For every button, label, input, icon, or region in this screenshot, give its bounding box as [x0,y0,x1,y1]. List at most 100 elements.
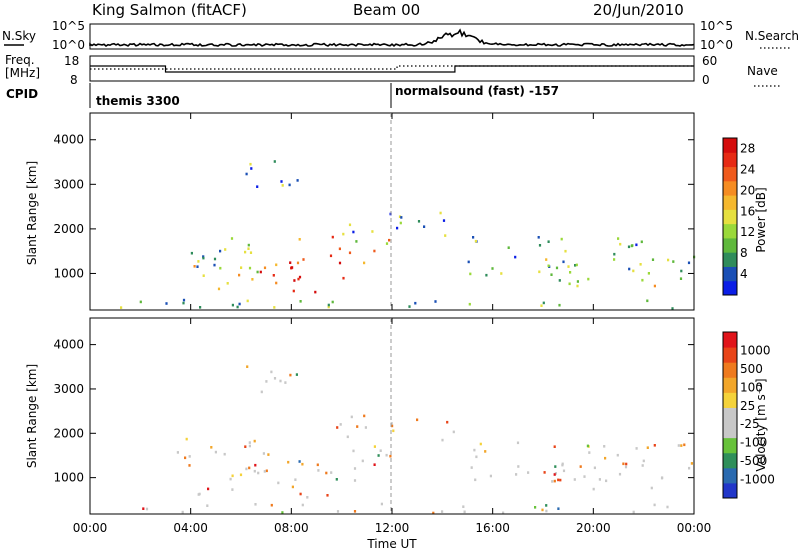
range-gate-cell [558,303,561,307]
range-gate-cell [683,443,686,447]
range-gate-cell [289,373,292,377]
range-gate-cell [213,257,217,261]
range-gate-cell [641,278,644,282]
range-gate-cell [281,184,284,187]
colorbar-tick-label: 16 [740,204,755,218]
range-gate-cell [210,446,213,449]
date-title: 20/Jun/2010 [593,1,684,19]
range-gate-cell [592,487,595,491]
colorbar-tick-label: 8 [740,246,748,260]
range-gate-cell [373,463,376,466]
range-gate-cell [338,261,342,265]
range-gate-cell [489,474,492,478]
x-axis-label: Time UT [366,537,417,551]
range-gate-cell [385,242,389,245]
range-gate-cell [462,505,465,508]
range-gate-cell [388,238,391,242]
range-gate-cell [545,509,548,513]
colorbar-tick-label: 1000 [740,343,771,357]
range-gate-cell [289,261,292,264]
range-gate-cell [348,251,352,255]
range-gate-cell [331,235,334,239]
range-gate-cell [263,470,266,473]
colorbar-swatch [723,180,737,196]
range-gate-cell [275,263,278,267]
range-gate-cell [339,423,342,426]
range-gate-cell [335,478,338,481]
colorbar-swatch [723,422,737,439]
range-gate-cell [680,269,683,273]
range-gate-cell [331,300,334,304]
range-gate-cell [190,251,193,255]
range-gate-cell [624,465,628,469]
x-tick-label: 08:00 [274,521,309,535]
range-gate-cell [588,451,591,454]
range-gate-cell [408,305,411,308]
range-gate-cell [554,472,557,475]
range-gate-cell [688,466,691,470]
velocity-ylabel: Slant Range [km] [25,364,39,468]
range-gate-cell [270,503,273,507]
range-gate-cell [259,270,262,274]
range-gate-cell [275,281,278,285]
range-gate-cell [474,478,477,482]
range-gate-cell [249,162,252,166]
y-tick-label: 1000 [53,471,84,485]
range-gate-cell [679,277,683,280]
range-gate-cell [514,255,517,259]
range-gate-cell [547,264,550,268]
range-gate-cell [517,465,520,468]
x-tick-label: 00:00 [73,521,108,535]
range-gate-cell [298,275,302,279]
range-gate-cell [442,219,446,222]
range-gate-cell [554,465,557,468]
velocity-panel: 1000 2000 3000 4000 Slant Range [km] 1000 50… [25,317,775,515]
y-tick-label: 2000 [53,426,84,440]
colorbar-tick-label: -25 [740,417,760,431]
x-tick-label: 04:00 [173,521,208,535]
range-gate-cell [604,456,607,460]
range-gate-cell [230,237,234,240]
range-gate-cell [214,450,217,454]
freq-unit: [MHz] [5,66,40,80]
range-gate-cell [248,441,251,444]
range-gate-cell [467,260,470,264]
range-gate-cell [553,445,556,448]
range-gate-cell [213,263,216,267]
range-gate-cell [217,287,221,291]
colorbar-swatch [723,138,737,153]
range-gate-cell [199,306,202,309]
range-gate-cell [371,230,374,233]
colorbar-swatch [723,347,737,363]
range-gate-cell [142,507,145,510]
range-gate-cell [391,424,394,428]
range-gate-cell [254,463,257,467]
freq-tick-bottom: 8 [70,73,78,87]
colorbar-swatch [723,237,737,253]
range-gate-cell [363,414,366,418]
range-gate-cell [265,469,268,473]
range-gate-cell [256,270,259,274]
range-gate-cell [353,467,357,470]
beam-title: Beam 00 [353,1,420,19]
radar-title: King Salmon (fitACF) [92,1,247,19]
range-gate-cell [423,225,426,228]
range-gate-cell [502,511,505,515]
colorbar-swatch [723,392,737,408]
colorbar-tick-label: 500 [740,362,763,376]
range-gate-cell [661,476,664,479]
range-gate-cell [567,265,570,268]
range-gate-cell [651,258,655,261]
range-gate-cell [342,232,345,236]
range-gate-cell [559,478,562,482]
colorbar-swatch [723,152,737,168]
range-gate-cell [441,510,444,513]
range-gate-cell [254,503,257,506]
range-gate-cell [432,511,435,515]
colorbar-swatch [723,195,737,210]
colorbar-tick-label: 25 [740,399,755,413]
power-heatmap-cells [120,160,696,310]
range-gate-cell [219,266,222,270]
power-cbar-label: Power [dB] [754,187,768,252]
